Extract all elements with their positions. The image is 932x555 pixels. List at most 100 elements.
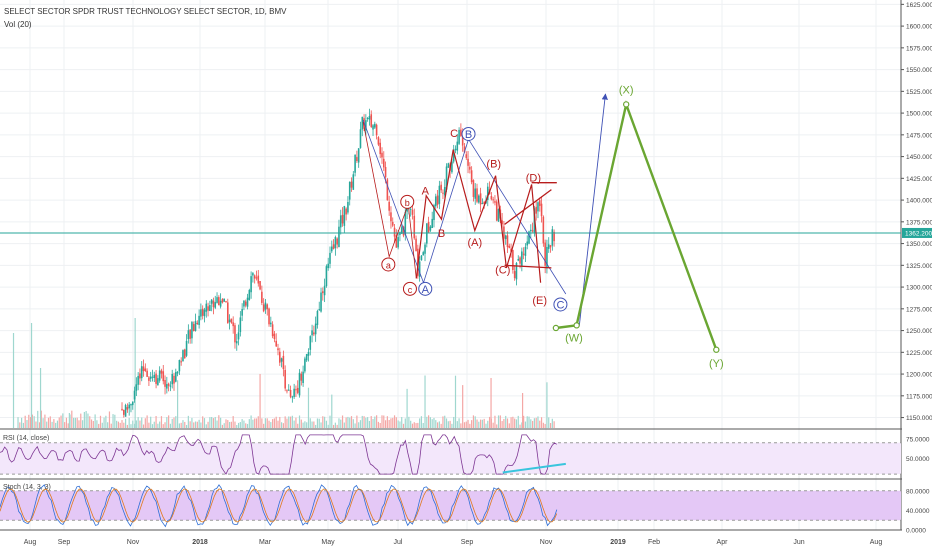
candle-body (307, 351, 310, 356)
price-tick-label: 1425.000 (906, 176, 932, 183)
volume-bar (438, 421, 440, 428)
wave-label-circle (402, 281, 417, 296)
volume-bar (37, 410, 39, 428)
volume-bar (442, 416, 444, 428)
candle-body (377, 137, 380, 145)
volume-bar (424, 375, 426, 428)
volume-bar (530, 419, 532, 428)
volume-bar (110, 423, 112, 428)
candle-body (268, 308, 270, 325)
volume-bar (295, 417, 297, 428)
volume-bar (28, 414, 30, 428)
volume-bar (359, 420, 362, 428)
wave-label: (Y) (709, 358, 724, 370)
volume-bar (58, 417, 60, 428)
volume-bar (395, 417, 397, 428)
volume-bar (130, 424, 132, 428)
volume-bar (392, 417, 394, 428)
volume-bar (540, 417, 543, 428)
volume-bar (402, 423, 405, 428)
candle-body (442, 192, 444, 194)
candle-body (400, 227, 403, 234)
volume-bar (451, 423, 453, 428)
candle-body (540, 203, 543, 217)
volume-indicator-label[interactable]: Vol (20) (4, 20, 32, 29)
candle-body (126, 407, 129, 410)
rsi-label[interactable]: RSI (14, close) (3, 435, 50, 442)
volume-bar (354, 423, 356, 428)
candle-body (185, 340, 188, 356)
volume-bar (533, 418, 535, 428)
candle-body (384, 166, 387, 178)
volume-bar (254, 418, 256, 428)
candle-body (334, 237, 337, 249)
volume-bar (246, 423, 249, 428)
rsi-tick-label: 75.0000 (906, 436, 930, 443)
blue-projection-arrow (578, 93, 608, 326)
candle-body (189, 329, 191, 339)
volume-bar (523, 415, 525, 428)
candle-body (320, 292, 322, 312)
volume-bar (275, 416, 277, 428)
rsi-trendline (502, 462, 566, 474)
volume-bar (512, 416, 514, 428)
volume-bar (327, 424, 329, 428)
candle-body (169, 385, 172, 387)
volume-bar (273, 418, 276, 428)
volume-bar (417, 422, 419, 428)
candle-body (192, 324, 195, 332)
candle-body (381, 152, 383, 158)
candle-body (142, 366, 145, 372)
volume-bar (476, 419, 478, 428)
volume-bar (173, 417, 175, 428)
price-tick-label: 1325.000 (906, 263, 932, 270)
candle-body (460, 129, 462, 136)
candle-body (472, 180, 475, 197)
candle-body (140, 366, 143, 379)
stoch-label[interactable]: Stoch (14, 3, 3) (3, 484, 51, 491)
volume-bar (463, 422, 466, 428)
volume-spike (134, 318, 136, 428)
price-tick-label: 1175.000 (906, 393, 932, 400)
wave-label: A (422, 186, 430, 198)
volume-bar (485, 423, 487, 428)
volume-spike (12, 333, 15, 428)
time-tick-label: Aug (24, 539, 37, 546)
volume-bar (98, 423, 100, 428)
volume-bar (270, 422, 272, 428)
candle-body (148, 377, 150, 381)
wave-label: b (405, 198, 410, 208)
volume-bar (153, 421, 155, 428)
candle-body (259, 281, 261, 290)
candle-body (205, 303, 208, 312)
volume-bar (284, 416, 286, 428)
candle-body (495, 201, 498, 221)
volume-bar (277, 420, 279, 428)
volume-spike (39, 368, 42, 428)
candle-body (146, 370, 148, 377)
candle-body (467, 158, 469, 166)
price-axis-bg (902, 0, 932, 550)
volume-bar (313, 421, 315, 428)
volume-bar (524, 421, 527, 428)
volume-bar (553, 421, 555, 428)
volume-bar (499, 415, 501, 428)
wave-label: C (450, 128, 458, 140)
wave-label: (C) (495, 265, 510, 277)
volume-bar (374, 416, 376, 428)
volume-bar (225, 419, 227, 428)
candle-body (544, 242, 546, 266)
candle-body (528, 231, 530, 244)
candle-body (361, 116, 364, 130)
volume-bar (531, 420, 534, 428)
volume-bar (415, 423, 417, 428)
price-tick-label: 1350.000 (906, 241, 932, 248)
candle-body (438, 185, 441, 204)
volume-bar (506, 418, 509, 428)
candle-body (216, 297, 218, 303)
volume-bar (232, 416, 234, 428)
candle-body (535, 206, 537, 214)
candle-body (330, 246, 333, 252)
wave-label: A (422, 284, 430, 296)
